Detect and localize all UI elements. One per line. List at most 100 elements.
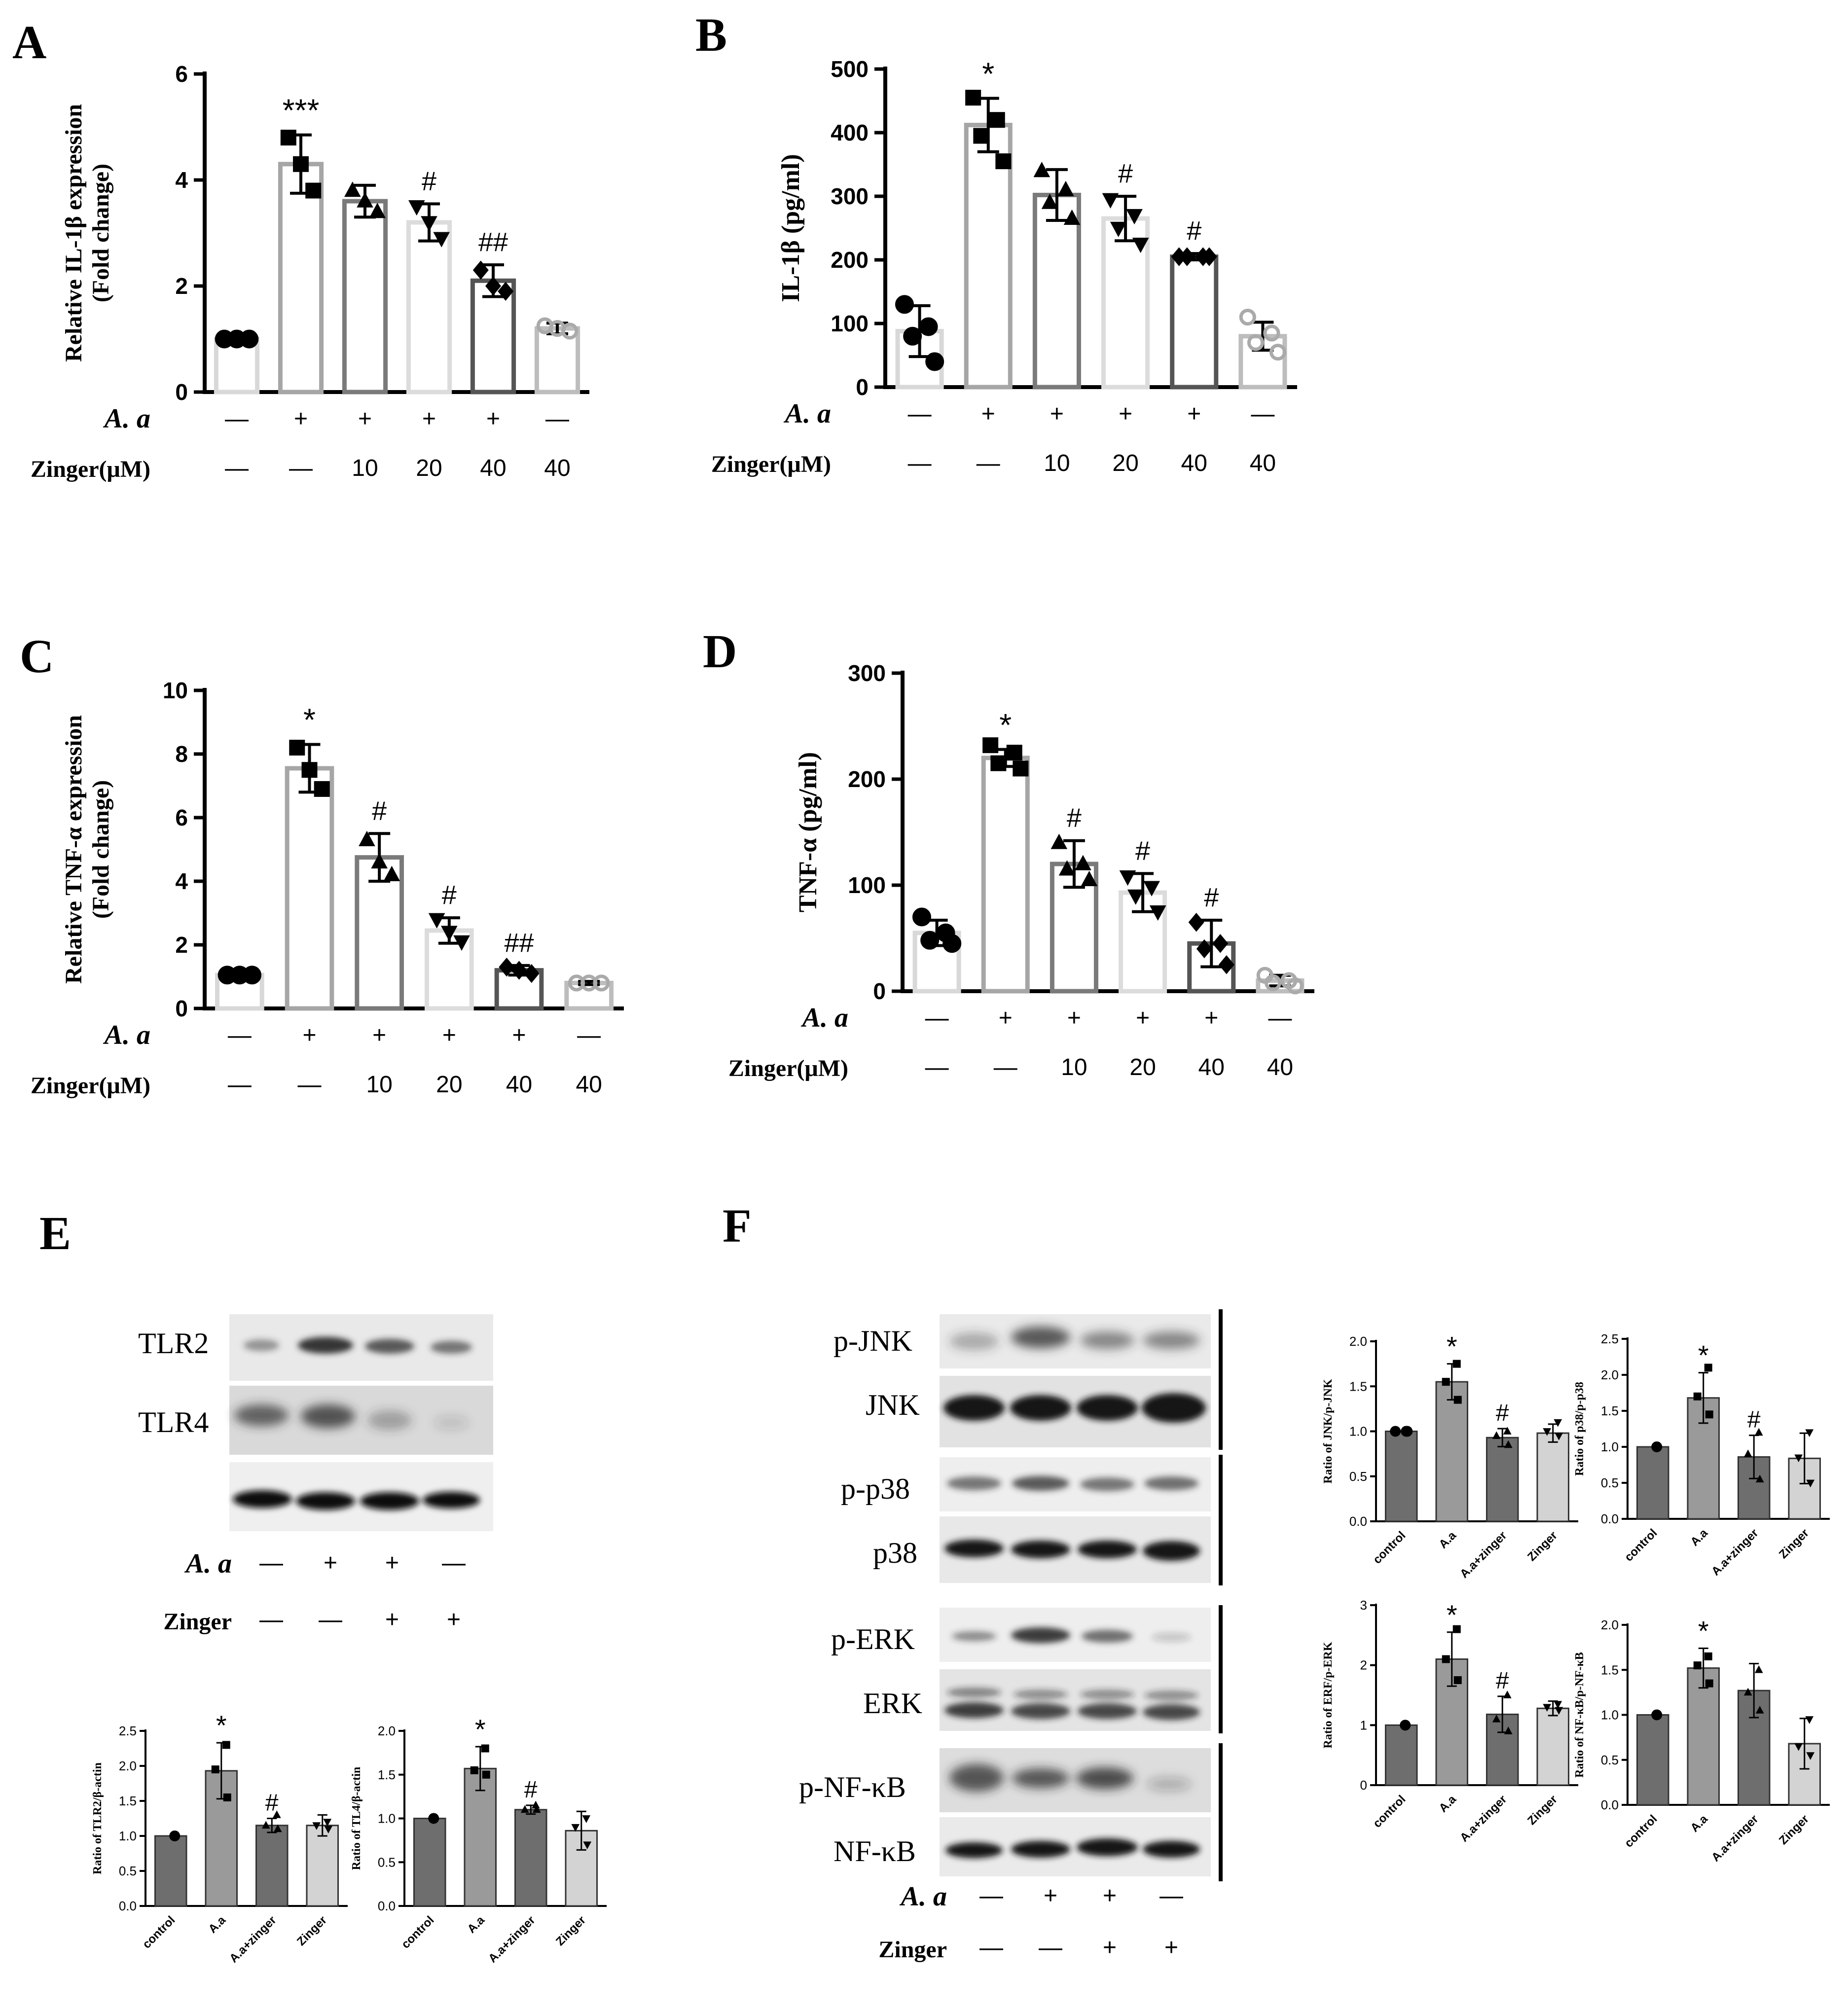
bar xyxy=(1536,1432,1570,1522)
aa-row-value: — xyxy=(259,1550,283,1576)
data-point xyxy=(481,1744,489,1753)
y-tick-label: 0 xyxy=(1360,1778,1367,1793)
data-point xyxy=(1063,209,1081,225)
data-point xyxy=(1390,1426,1401,1437)
zinger-row-label: Zinger(μM) xyxy=(728,1055,848,1081)
zinger-row-value: 40 xyxy=(1250,450,1276,476)
zinger-row-value: 40 xyxy=(1267,1054,1293,1080)
data-point xyxy=(1126,209,1143,225)
data-point xyxy=(1743,1449,1752,1457)
aa-row-value: + xyxy=(294,406,308,432)
data-point xyxy=(1171,247,1187,266)
zinger-row-value: + xyxy=(385,1607,399,1633)
bar xyxy=(285,766,334,1011)
data-point xyxy=(293,156,309,172)
data-point xyxy=(1132,237,1149,253)
data-point xyxy=(1543,1704,1552,1712)
y-axis-label: Ratio of ERF/p-ERK xyxy=(1322,1642,1335,1748)
y-axis-label: IL-1β (pg/ml) xyxy=(777,154,805,302)
aa-row-label: A. a xyxy=(784,398,831,429)
blot-label-erk: ERK xyxy=(863,1687,922,1720)
zinger-row-label: Zinger xyxy=(163,1609,232,1635)
zinger-row-value: — xyxy=(925,1054,949,1080)
data-point xyxy=(359,830,375,846)
data-point xyxy=(1119,870,1136,886)
significance-label: # xyxy=(372,796,387,826)
data-point xyxy=(925,352,944,371)
blot-label-jnk: JNK xyxy=(866,1389,920,1421)
data-point xyxy=(1058,860,1076,876)
data-point xyxy=(1492,1431,1501,1439)
y-tick-label: 100 xyxy=(831,311,869,336)
bar xyxy=(1384,1724,1418,1786)
significance-label: # xyxy=(1067,803,1082,833)
data-point xyxy=(942,934,962,953)
zinger-row-value: — xyxy=(289,455,313,481)
y-tick-label: 2.0 xyxy=(119,1759,137,1773)
data-point xyxy=(1263,324,1280,342)
data-point xyxy=(428,1813,439,1824)
y-tick-label: 1.0 xyxy=(378,1811,396,1826)
y-tick-label: 0.5 xyxy=(1349,1469,1367,1484)
bar xyxy=(1032,192,1081,390)
data-point xyxy=(593,974,610,992)
data-point xyxy=(1504,1440,1513,1448)
y-tick-label: 0.0 xyxy=(1601,1797,1619,1812)
zinger-row-value: 20 xyxy=(1112,450,1138,476)
data-point xyxy=(1805,1429,1814,1437)
significance-label: # xyxy=(1204,883,1219,912)
bar xyxy=(1636,1714,1669,1806)
blot-label-p-jnk: p-JNK xyxy=(833,1325,912,1357)
zinger-row-value: — xyxy=(994,1054,1017,1080)
significance-label: # xyxy=(1496,1668,1509,1694)
data-point xyxy=(498,282,514,301)
data-point xyxy=(314,781,330,797)
bar xyxy=(413,1818,446,1907)
data-point xyxy=(1504,1726,1513,1734)
y-tick-label: 2.0 xyxy=(1601,1367,1619,1382)
data-point xyxy=(1013,760,1029,777)
y-tick-label: 0.0 xyxy=(378,1899,396,1913)
y-tick-label: 2.5 xyxy=(1601,1331,1619,1346)
data-point xyxy=(919,317,938,336)
aa-row-value: — xyxy=(577,1022,601,1048)
blot-label-p38: p38 xyxy=(873,1537,917,1569)
data-point xyxy=(1503,1690,1512,1698)
y-tick-label: 1.5 xyxy=(1601,1403,1619,1418)
data-point xyxy=(1805,1716,1814,1724)
zinger-row-label: Zinger(μM) xyxy=(31,456,150,482)
data-point xyxy=(1754,1665,1763,1673)
bar xyxy=(981,755,1030,994)
aa-row-value: + xyxy=(1204,1005,1218,1031)
panel-label-a: A xyxy=(12,16,47,69)
data-point xyxy=(895,295,914,314)
data-point xyxy=(995,153,1012,170)
data-point xyxy=(1269,343,1287,361)
y-tick-label: 200 xyxy=(848,766,886,792)
zinger-row-label: Zinger(μM) xyxy=(711,451,831,477)
data-point xyxy=(1110,221,1127,237)
zinger-row-value: 40 xyxy=(480,455,506,481)
y-tick-label: 2.5 xyxy=(119,1724,137,1738)
zinger-row-value: — xyxy=(228,1072,252,1098)
data-point xyxy=(1247,334,1265,351)
significance-label: # xyxy=(1747,1407,1761,1433)
data-point xyxy=(532,1805,541,1813)
aa-row-value: — xyxy=(1251,401,1274,427)
zinger-row-value: — xyxy=(225,455,249,481)
y-tick-label: 400 xyxy=(831,120,869,145)
aa-row-value: + xyxy=(324,1550,337,1576)
y-tick-label: 1.0 xyxy=(1349,1424,1367,1439)
data-point xyxy=(289,740,305,756)
y-tick-label: 0.0 xyxy=(1349,1514,1367,1529)
aa-row-value: — xyxy=(228,1022,252,1048)
zinger-row-value: — xyxy=(259,1607,283,1633)
blot-treatment-rows: — + + — — — + + A. a Zinger xyxy=(878,1881,1183,1963)
zinger-row-value: 20 xyxy=(436,1072,462,1098)
y-axis-label-2: (Fold change) xyxy=(88,780,114,919)
data-point xyxy=(1794,1454,1803,1463)
y-tick-label: 1.5 xyxy=(1601,1662,1619,1677)
data-point xyxy=(499,957,515,977)
significance-label: * xyxy=(982,56,994,91)
